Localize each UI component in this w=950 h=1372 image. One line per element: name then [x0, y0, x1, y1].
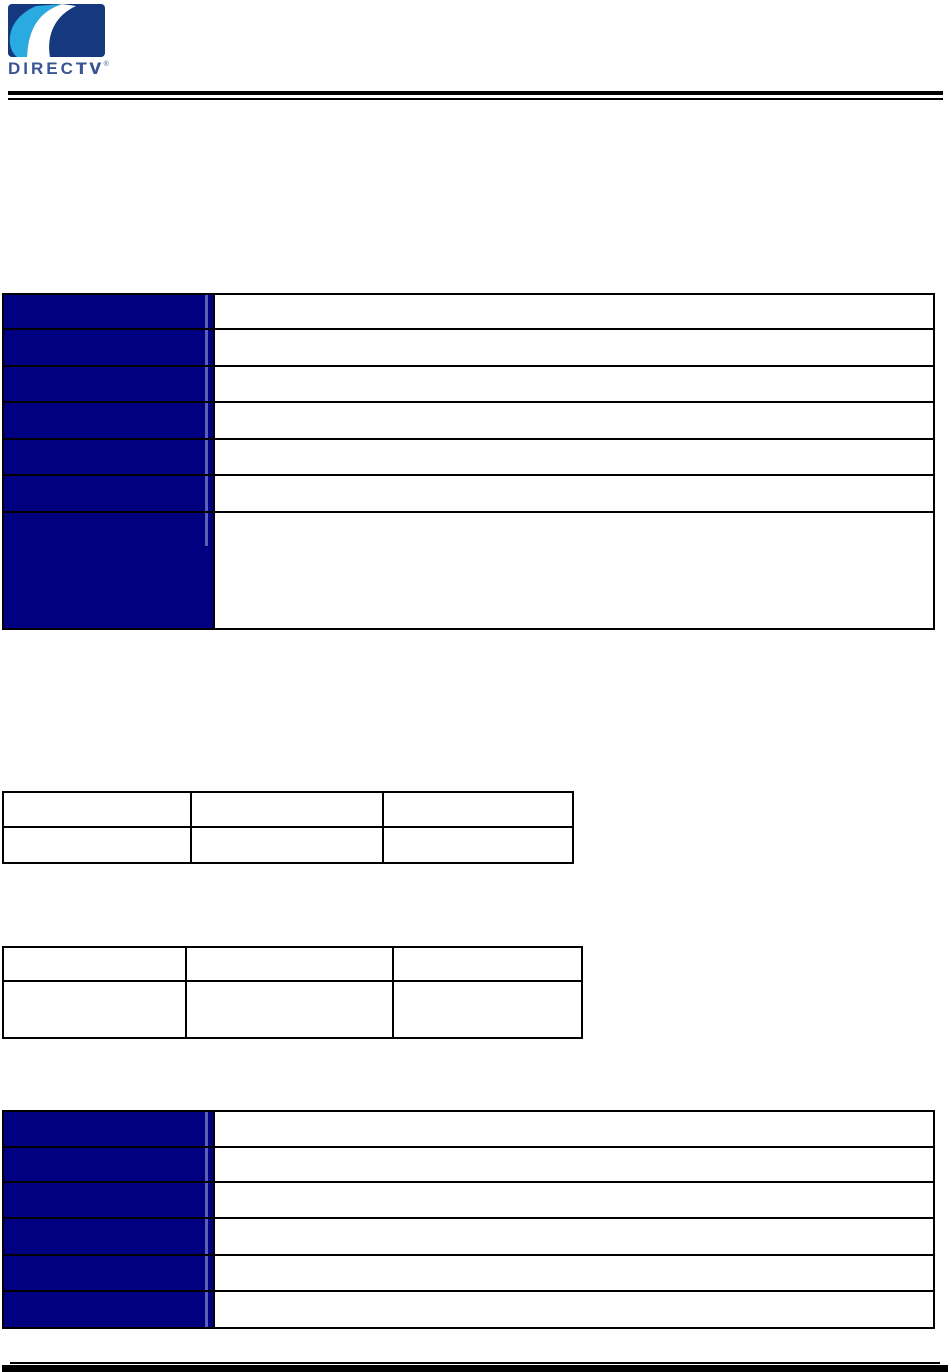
table-row [4, 440, 933, 476]
table-row [4, 982, 581, 1037]
row-value-cell [215, 367, 933, 401]
table-row [4, 1112, 933, 1148]
row-value-cell [215, 1219, 933, 1254]
table-row [4, 295, 933, 330]
grid-table-lower [2, 946, 583, 1039]
row-header-cell [4, 1148, 215, 1181]
row-header-cell [4, 1219, 215, 1254]
header-rule-thin [8, 98, 943, 100]
table-cell [394, 948, 581, 980]
table-cell [384, 828, 572, 862]
registered-trademark-symbol: ® [103, 61, 109, 68]
row-value-cell [215, 1148, 933, 1181]
directv-wordmark: DIRECTV® [8, 60, 128, 78]
table-row [4, 367, 933, 403]
table-cell [4, 948, 187, 980]
row-header-cell [4, 440, 215, 474]
table-row [4, 793, 572, 828]
table-row [4, 828, 572, 862]
row-header-cell [4, 295, 215, 328]
table-row [4, 476, 933, 513]
wordmark-direc: DIREC [8, 59, 76, 78]
table-row [4, 1256, 933, 1292]
row-header-cell [4, 1112, 215, 1146]
wordmark-tv: TV [75, 59, 104, 78]
row-header-cell [4, 330, 215, 365]
row-value-cell [215, 476, 933, 511]
table-cell [192, 828, 384, 862]
logo-swoosh [27, 4, 76, 57]
directv-logo: DIRECTV® [8, 4, 128, 78]
table-row [4, 1148, 933, 1183]
table-cell [4, 828, 192, 862]
row-header-cell [4, 1183, 215, 1217]
table-row [4, 1292, 933, 1327]
row-value-cell [215, 1112, 933, 1146]
row-header-cell [4, 403, 215, 438]
table-row [4, 1219, 933, 1256]
table-cell [187, 982, 394, 1037]
row-value-cell [215, 1183, 933, 1217]
table-cell [384, 793, 572, 826]
spec-table-bottom [2, 1110, 935, 1329]
logo-crescent [9, 4, 62, 57]
row-value-cell [215, 295, 933, 328]
row-value-cell [215, 403, 933, 438]
table-row [4, 513, 933, 628]
row-value-cell [215, 330, 933, 365]
footer-rule-thin [10, 1362, 940, 1364]
row-value-cell [215, 513, 933, 628]
row-value-cell [215, 1292, 933, 1327]
grid-table-upper [2, 791, 574, 864]
directv-logo-icon [8, 4, 105, 57]
table-row [4, 1183, 933, 1219]
spec-table-top [2, 293, 935, 630]
row-header-cell [4, 513, 215, 628]
footer-rule-thick [2, 1365, 948, 1372]
table-cell [192, 793, 384, 826]
row-value-cell [215, 440, 933, 474]
table-row [4, 403, 933, 440]
table-cell [187, 948, 394, 980]
table-cell [394, 982, 581, 1037]
table-row [4, 948, 581, 982]
table-row [4, 330, 933, 367]
row-value-cell [215, 1256, 933, 1290]
row-header-cell [4, 367, 215, 401]
row-header-cell [4, 1292, 215, 1327]
header-rule-thick [8, 91, 943, 95]
row-header-cell [4, 476, 215, 511]
table-cell [4, 982, 187, 1037]
row-header-cell [4, 1256, 215, 1290]
table-cell [4, 793, 192, 826]
